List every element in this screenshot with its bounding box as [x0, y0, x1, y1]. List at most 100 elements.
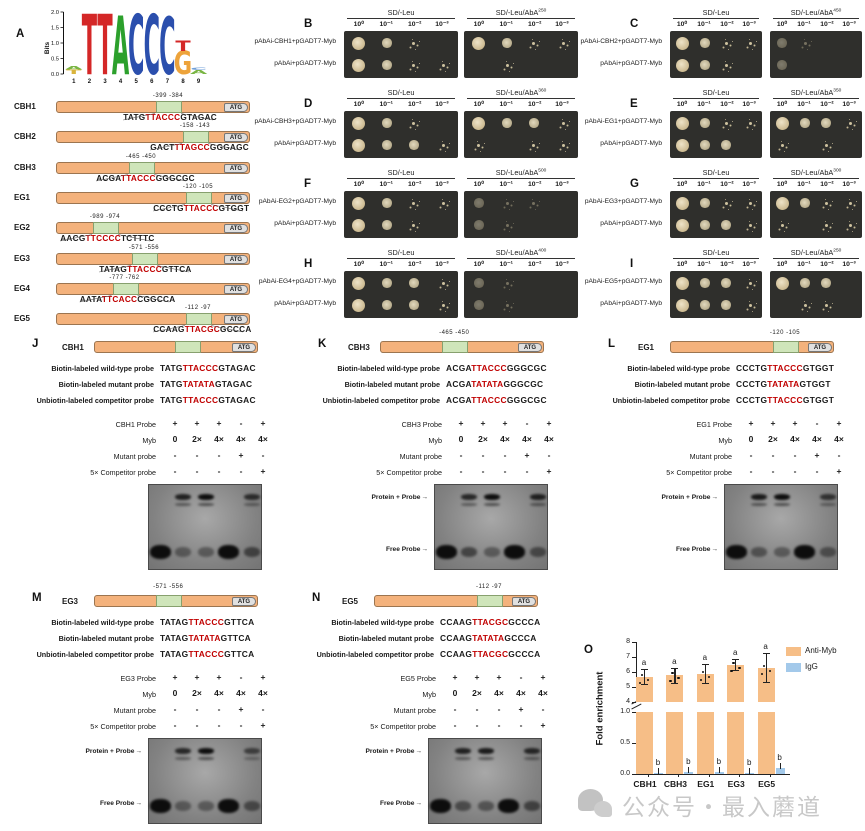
gel-band-free [529, 547, 546, 557]
tick-label: 8 [626, 638, 630, 645]
dilution-label: 10⁰ [473, 261, 484, 268]
error-cap [641, 684, 648, 686]
gel-band-free [429, 799, 451, 813]
gel-band-shift [455, 757, 472, 760]
colony-spot [352, 218, 366, 232]
seq-motif: TTACCC [188, 649, 225, 659]
row-label: pAbAi+pGADT7-Myb [600, 300, 662, 307]
svg-text:1.5: 1.5 [51, 26, 59, 32]
plate-title: SD/-Leu/AbA250 [773, 248, 859, 259]
dilution-label: 10⁻¹ [379, 261, 393, 268]
table-value: 4× [258, 688, 268, 698]
colony-spot [382, 278, 393, 288]
gel-band-free [504, 545, 526, 559]
table-value: - [481, 466, 485, 476]
table-value: 2× [192, 688, 202, 698]
table-value: 4× [522, 434, 532, 444]
probe-label: Biotin-labeled mutant probe [58, 634, 154, 643]
error-bar [779, 763, 781, 770]
table-value: - [173, 720, 177, 730]
legend-label: IgG [805, 662, 818, 671]
gene-name: EG1 [638, 343, 655, 352]
dilution-label: 10⁻³ [842, 181, 856, 188]
gel-band-shift [461, 494, 478, 500]
probe-sequence: CCAAGTTACGCGCCCA [440, 617, 541, 627]
svg-text:0.5: 0.5 [51, 57, 59, 63]
dilution-label: 10⁻³ [742, 101, 756, 108]
table-value: - [239, 418, 243, 428]
colony-spot [700, 300, 710, 310]
gel-band-shift [461, 503, 478, 506]
data-point [768, 669, 771, 672]
row-label: pAbAi-CBH1+pGADT7-Myb [254, 38, 336, 45]
bar-anti-myb [727, 712, 745, 774]
dilution-label: 10⁻¹ [499, 101, 513, 108]
dilution-label: 10⁻³ [555, 21, 569, 28]
axis-break-mark [631, 703, 642, 710]
table-value: - [195, 720, 199, 730]
gene-name: CBH3 [348, 343, 370, 352]
gel-band-shift [751, 503, 768, 506]
error-bar [674, 667, 676, 683]
seq-post: GTGGT [802, 363, 835, 373]
yeast-panels: B SD/-Leu 10⁰ 10⁻¹ 10⁻² 10⁻³ SD/-Leu/AbA250 10⁰… [0, 0, 865, 330]
svg-text:T: T [175, 39, 191, 55]
bar-anti-myb [757, 667, 775, 702]
plate-title-text: SD/-Leu [387, 88, 415, 97]
table-value: + [502, 418, 508, 428]
row-label: pAbAi-EG1+pGADT7-Myb [584, 118, 662, 125]
dilution-label: 10⁻³ [842, 261, 856, 268]
axis-tick [648, 774, 649, 777]
seq-post: GTAGAC [218, 363, 256, 373]
plate [670, 31, 762, 78]
atg-box: ATG [518, 343, 542, 352]
table-value: + [748, 418, 754, 428]
table-value: - [503, 450, 507, 460]
table-value: - [541, 704, 545, 714]
plate-title: SD/-Leu [347, 248, 455, 259]
seq-motif: TTACCC [145, 113, 181, 122]
gel-band-shift [243, 494, 260, 500]
colony-spot [700, 278, 710, 288]
table-value: - [195, 704, 199, 714]
error-bar [704, 663, 706, 684]
colony-spot [412, 41, 416, 45]
row-label: pAbAi+pGADT7-Myb [600, 60, 662, 67]
plate-title: SD/-Leu/AbA360 [467, 88, 575, 99]
plate-title: SD/-Leu/AbA300 [773, 168, 859, 179]
plate-title: SD/-Leu [673, 168, 759, 179]
colony-spot [412, 201, 416, 205]
table-value: 4× [236, 688, 246, 698]
probe-sequence: CCCTGTTACCCGTGGT [736, 363, 834, 373]
seq-pre: ACGA [446, 395, 472, 405]
atg-box: ATG [512, 597, 536, 606]
table-value: - [475, 720, 479, 730]
gel-label-free-probe: Free Probe [292, 546, 428, 553]
plate-title-text: SD/-Leu/AbA [790, 168, 834, 177]
table-row-label: Mutant probe [113, 706, 156, 715]
colony-spot [700, 198, 710, 208]
table-value: 0 [452, 688, 458, 698]
probe-sequence: CCAAGTATATAGCCCA [440, 633, 537, 643]
row-label: pAbAi-EG3+pGADT7-Myb [584, 198, 662, 205]
data-point [732, 661, 735, 664]
probe-label: Biotin-labeled wild-type probe [51, 364, 154, 373]
seq-post: GTTCA [224, 617, 255, 627]
panel-label: J [32, 338, 39, 350]
atg-box: ATG [224, 133, 248, 143]
motif-box [773, 341, 799, 353]
dilution-label: 10⁻¹ [697, 261, 711, 268]
table-value: 2× [472, 688, 482, 698]
seq-motif: TTCACC [101, 294, 138, 304]
plate-title: SD/-Leu/AbA450 [773, 8, 859, 19]
colony-spot [721, 300, 731, 310]
colony-spot [532, 201, 536, 205]
dilution-label: 10⁻² [407, 21, 422, 28]
y-axis-upper [636, 642, 638, 702]
seq-post: GGGCGC [503, 379, 544, 389]
table-row-label: Myb [142, 690, 156, 699]
row-label: pAbAi-EG4+pGADT7-Myb [258, 278, 336, 285]
plate-title-text: SD/-Leu [702, 88, 730, 97]
table-value: + [836, 418, 842, 428]
